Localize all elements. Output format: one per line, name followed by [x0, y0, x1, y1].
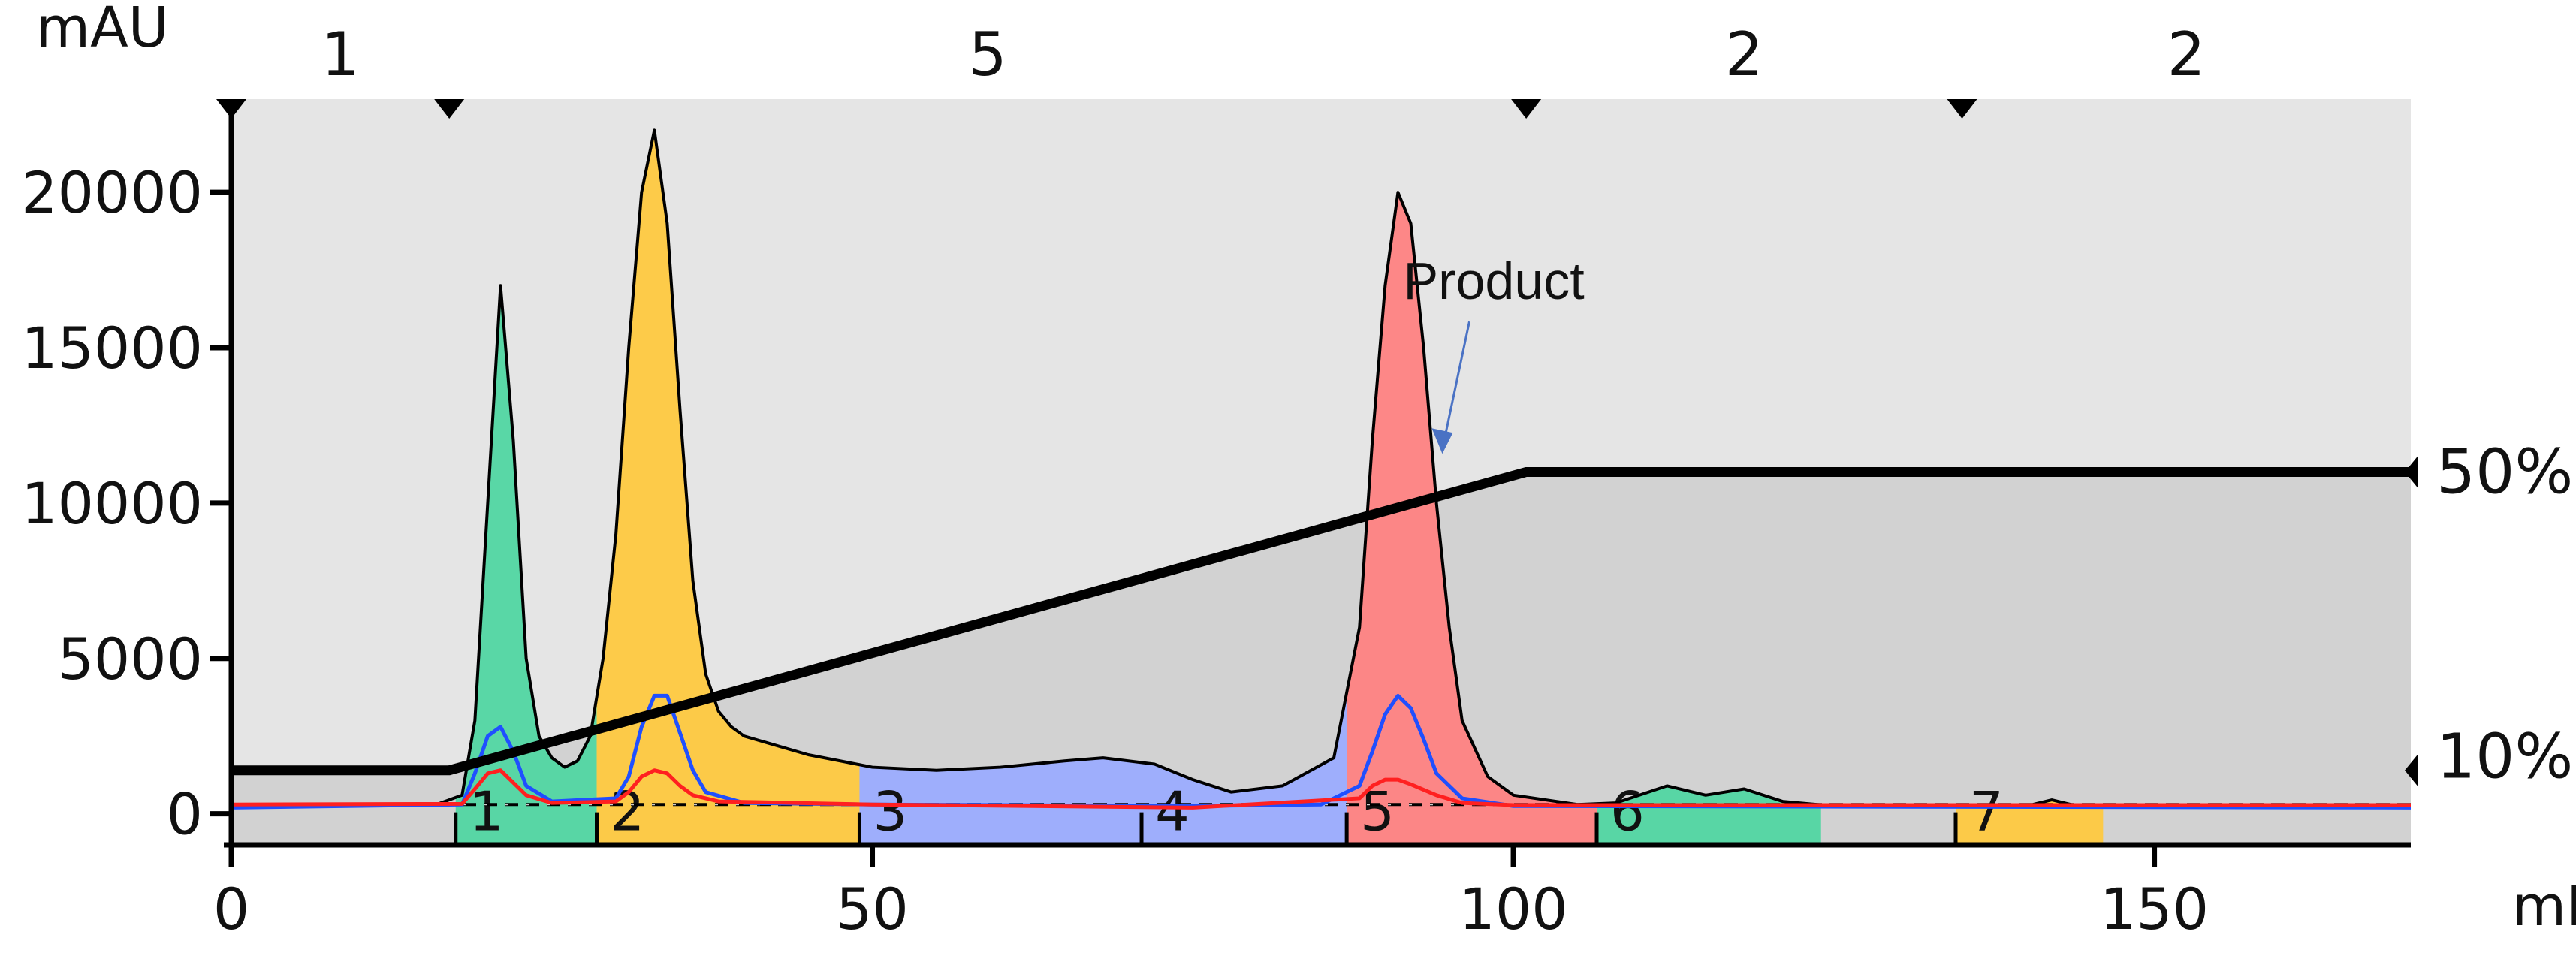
- fraction-band-5: [1347, 192, 1597, 845]
- fraction-label-6: 6: [1610, 780, 1645, 843]
- series-group: [231, 128, 2412, 810]
- product-arrow-line: [1441, 321, 1470, 450]
- fraction-label-3: 3: [873, 780, 907, 843]
- fraction-band-2: [596, 130, 860, 845]
- axes-group: 0 5000 10000 15000 20000 0 50 100 150 mAU mL 1 5 2 2 50…: [21, 0, 2576, 942]
- fraction-label-4: 4: [1155, 780, 1190, 843]
- block-label: 5: [969, 20, 1007, 89]
- gradient-marker-icon: [2405, 455, 2418, 489]
- x-tick-label: 100: [1459, 876, 1568, 942]
- annotation-group: Product: [1403, 252, 1585, 454]
- y-tick-label: 10000: [21, 470, 203, 537]
- series-line-2: [231, 768, 2411, 810]
- block-label: 2: [2167, 20, 2206, 89]
- x-tick-label: 0: [213, 876, 249, 942]
- fraction-band-1: [455, 285, 597, 845]
- x-tick-label: 150: [2100, 876, 2209, 942]
- product-annotation: Product: [1403, 252, 1584, 310]
- product-arrow-head-icon: [1431, 428, 1453, 454]
- y-axis-unit: mAU: [36, 0, 169, 60]
- gradient-label-high: 50%: [2436, 437, 2573, 508]
- y-tick-label: 0: [167, 781, 203, 848]
- y-tick-label: 20000: [21, 159, 203, 226]
- fraction-band-7: [1955, 800, 2104, 845]
- block-marker-icon: [1947, 99, 1977, 119]
- gradient-marker-icon: [2405, 753, 2418, 787]
- fraction-band-6: [1597, 786, 1821, 845]
- fraction-label-2: 2: [611, 780, 645, 843]
- fraction-band-3: [859, 758, 1142, 845]
- gradient-line: [231, 467, 2411, 776]
- x-tick-label: 50: [836, 876, 909, 942]
- block-label: 1: [321, 20, 360, 89]
- block-marker-icon: [1511, 99, 1542, 119]
- y-tick-label: 15000: [21, 315, 203, 382]
- block-marker-icon: [434, 99, 465, 119]
- series-line-1: [231, 693, 2412, 810]
- fraction-label-7: 7: [1969, 780, 2004, 843]
- gradient-label-low: 10%: [2436, 722, 2573, 793]
- y-tick-label: 5000: [58, 626, 203, 692]
- gradient-line-group: [231, 467, 2411, 776]
- block-marker-icon: [216, 99, 246, 119]
- block-label: 2: [1725, 20, 1763, 89]
- fraction-label-5: 5: [1360, 780, 1395, 843]
- x-axis-unit: mL: [2512, 874, 2576, 939]
